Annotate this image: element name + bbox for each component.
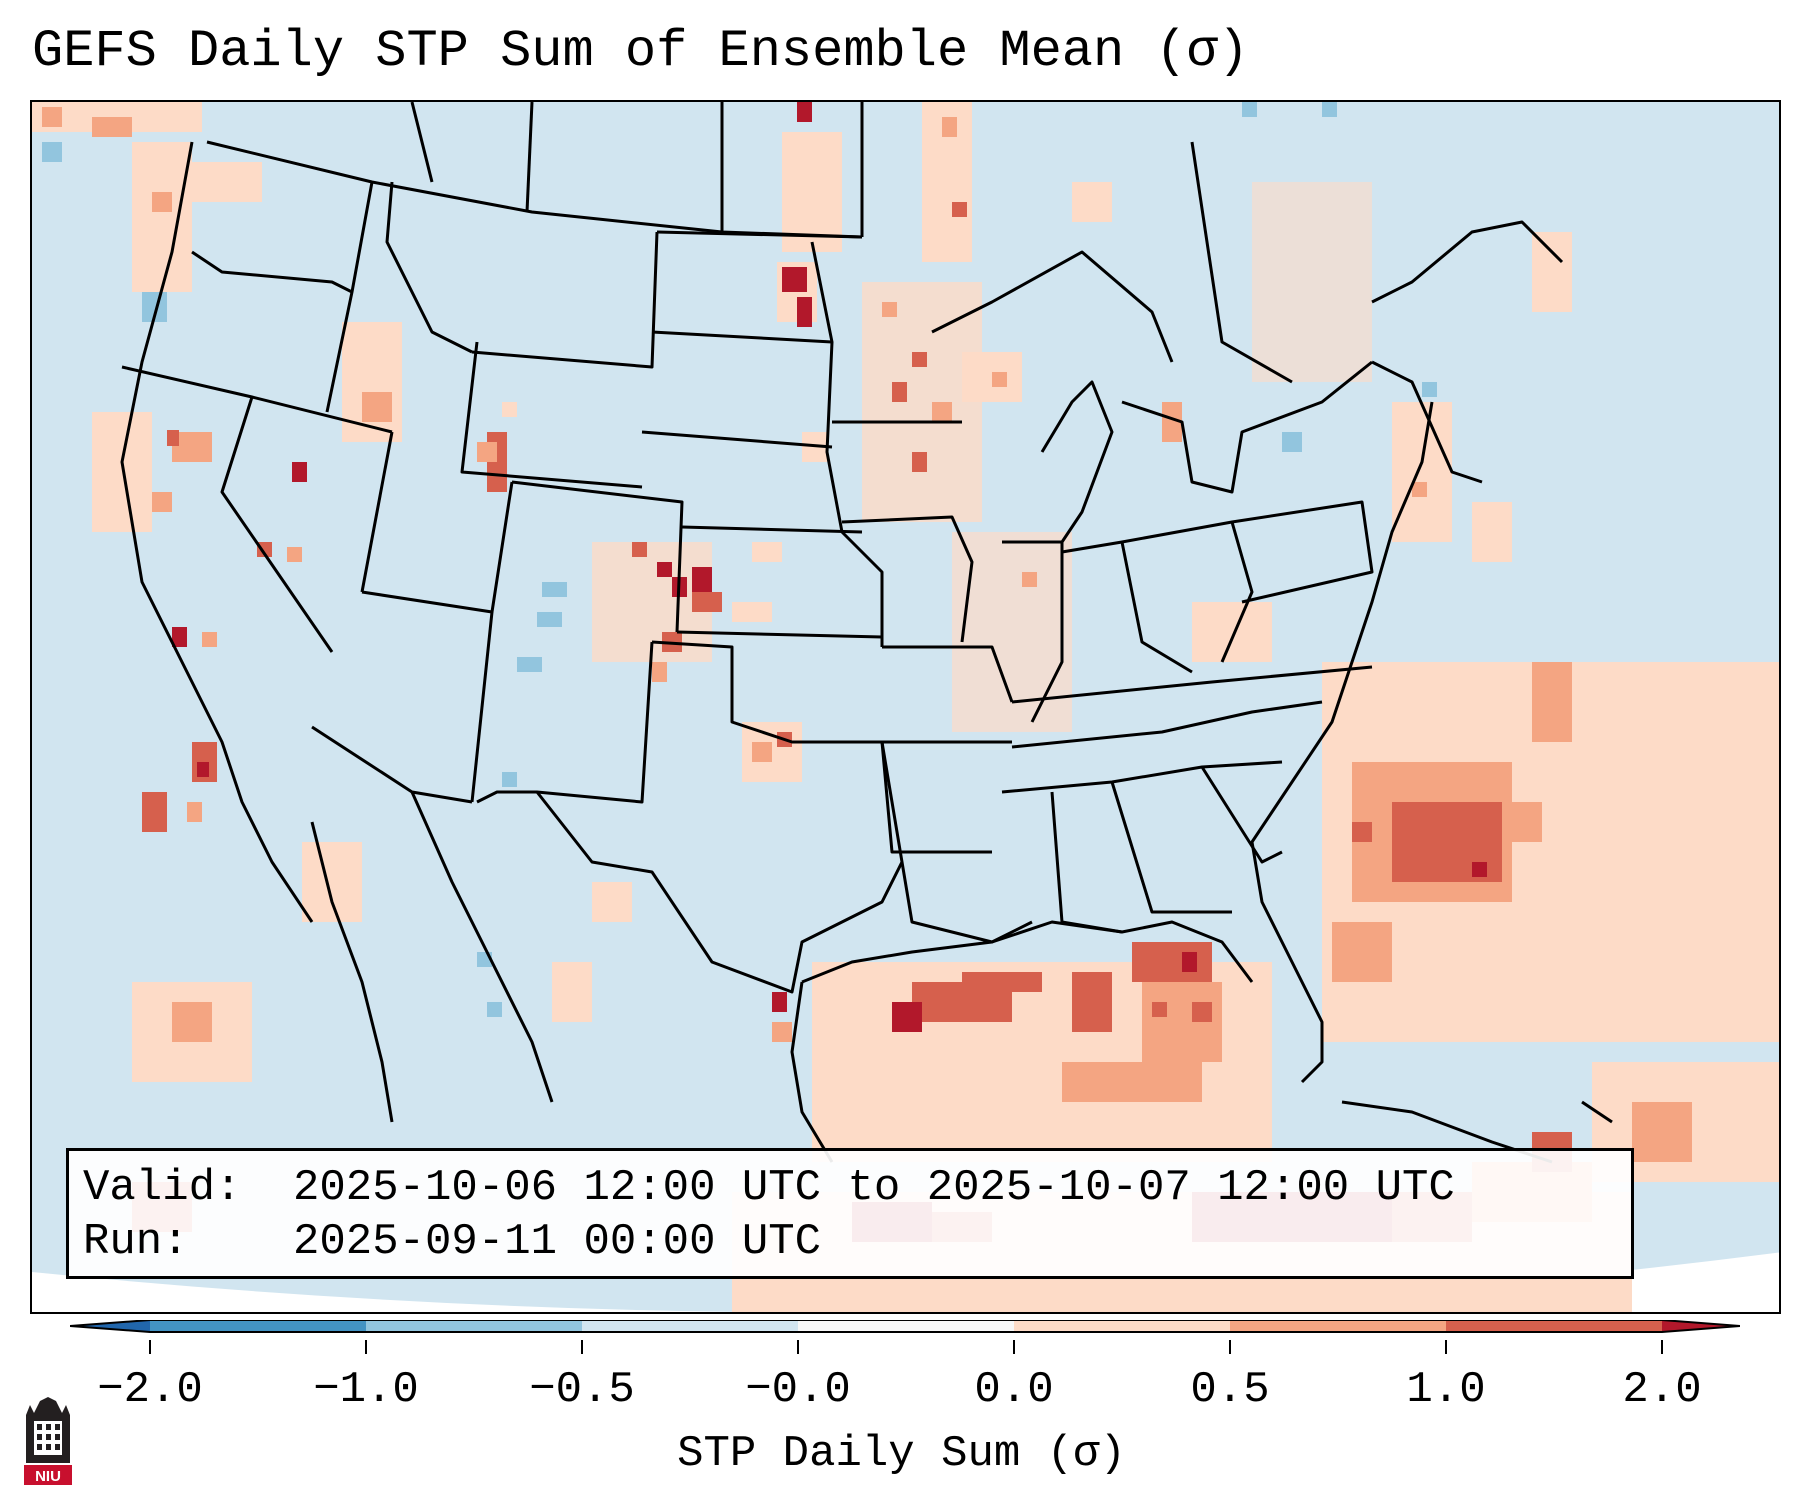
chart-title: GEFS Daily STP Sum of Ensemble Mean (σ) — [32, 22, 1249, 81]
colorbar-label: STP Daily Sum (σ) — [677, 1429, 1126, 1479]
valid-value: 2025-10-06 12:00 UTC to 2025-10-07 12:00… — [293, 1163, 1455, 1213]
valid-label: Valid: — [83, 1163, 242, 1213]
tick-label: 1.0 — [1406, 1365, 1486, 1415]
colorbar-segment — [366, 1320, 582, 1332]
tick-label: −0.0 — [745, 1365, 851, 1415]
tick-label: 0.0 — [974, 1365, 1054, 1415]
colorbar-segment — [1014, 1320, 1230, 1332]
tick-label: 0.5 — [1190, 1365, 1270, 1415]
colorbar-segment — [798, 1320, 1014, 1332]
tick-label: −0.5 — [529, 1365, 635, 1415]
colorbar-segment — [1230, 1320, 1446, 1332]
colorbar-segment — [1446, 1320, 1662, 1332]
run-value: 2025-09-11 00:00 UTC — [293, 1217, 822, 1267]
colorbar-extend-low — [70, 1320, 150, 1332]
colorbar-extend-high — [1662, 1320, 1740, 1332]
run-label: Run: — [83, 1217, 189, 1267]
logo-text: NIU — [35, 1468, 61, 1485]
tick-label: 2.0 — [1622, 1365, 1702, 1415]
colorbar-segment — [582, 1320, 798, 1332]
colorbar-ticks — [149, 1340, 1663, 1354]
valid-run-box: Valid: 2025-10-06 12:00 UTC to 2025-10-07… — [66, 1148, 1634, 1279]
colorbar — [70, 1320, 1740, 1333]
map-svg — [32, 102, 1779, 1312]
tick-label: −1.0 — [313, 1365, 419, 1415]
map-panel — [30, 100, 1781, 1314]
political-boundaries — [120, 102, 1613, 1164]
colorbar-segment — [150, 1320, 366, 1332]
niu-logo: NIU — [24, 1397, 72, 1485]
tick-label: −2.0 — [97, 1365, 203, 1415]
